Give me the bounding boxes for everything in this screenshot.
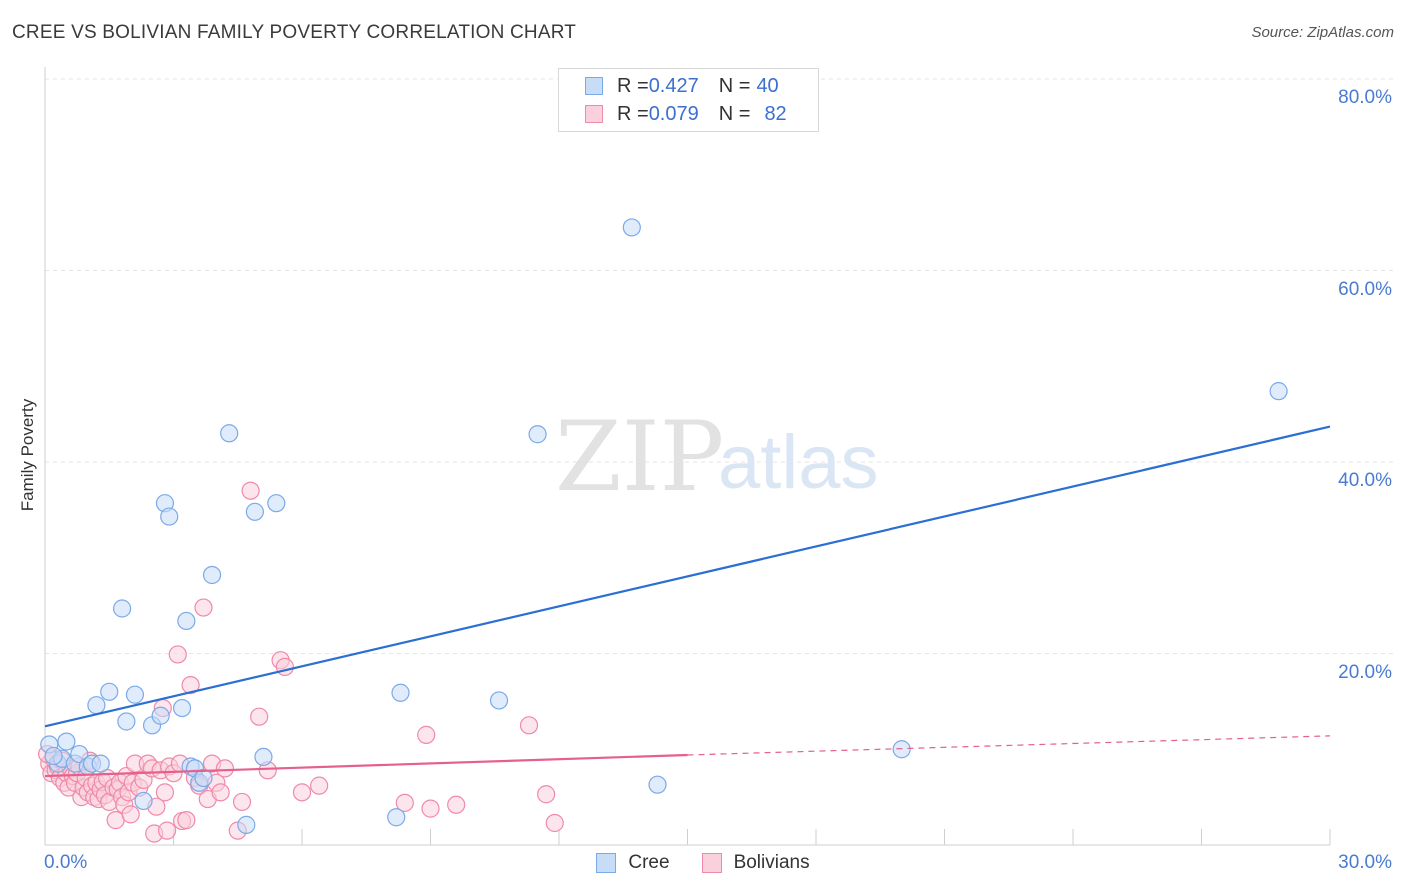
legend: Cree Bolivians: [0, 852, 1406, 874]
cree-n-value: 40: [756, 74, 779, 97]
cree-point: [489, 691, 509, 710]
bolivians-point: [417, 725, 436, 744]
y-tick-label: 80.0%: [1338, 87, 1392, 108]
cree-point: [100, 682, 119, 701]
bolivians-n-value: 82: [764, 102, 787, 125]
cree-point: [117, 712, 136, 731]
bolivians-point: [194, 598, 213, 617]
bolivians-point: [537, 785, 556, 804]
cree-point: [160, 507, 179, 526]
cree-point: [892, 740, 911, 759]
cree-point: [70, 744, 89, 764]
bolivians-point: [215, 759, 234, 778]
source-label: Source: ZipAtlas.com: [1251, 24, 1394, 41]
bolivians-point: [211, 783, 230, 802]
bolivians-point: [447, 795, 466, 814]
stats-row-cree: R = 0.427 N = 40: [585, 72, 779, 100]
cree-point: [44, 746, 63, 766]
bolivians-trend-extension: [687, 735, 1331, 756]
cree-points: [40, 218, 1288, 834]
cree-point: [622, 218, 641, 237]
watermark-atlas: atlas: [718, 420, 879, 505]
bolivians-point: [395, 793, 414, 812]
cree-swatch: [585, 77, 603, 95]
watermark: ZIP atlas: [555, 401, 879, 513]
cree-point: [202, 565, 222, 585]
bolivians-point: [275, 657, 294, 677]
bolivians-point: [157, 821, 177, 840]
x-tick-label-min: 0.0%: [44, 852, 88, 873]
bolivians-point: [155, 783, 175, 802]
chart-title: CREE VS BOLIVIAN FAMILY POVERTY CORRELAT…: [12, 22, 577, 43]
cree-point: [391, 683, 410, 702]
y-tick-label: 60.0%: [1338, 278, 1392, 300]
cree-point: [267, 494, 286, 513]
stats-box: R = 0.427 N = 40 R = 0.079 N = 82: [558, 68, 819, 132]
cree-point: [125, 685, 145, 704]
bolivians-point: [232, 792, 252, 812]
n-label: N =: [718, 74, 751, 97]
cree-point: [134, 791, 153, 811]
bolivians-point: [121, 805, 140, 824]
watermark-zip: ZIP: [555, 401, 724, 513]
legend-cree-swatch: [596, 853, 617, 873]
bolivians-point: [177, 811, 196, 830]
bolivians-point: [181, 675, 200, 695]
bolivians-point: [241, 481, 260, 500]
cree-point: [220, 424, 239, 443]
bolivians-r-value: 0.079: [648, 102, 699, 125]
cree-point: [648, 775, 667, 794]
y-tick-label: 40.0%: [1338, 470, 1392, 491]
y-tick-label: 20.0%: [1338, 661, 1392, 683]
n-label: N =: [718, 102, 751, 125]
legend-item-bolivians[interactable]: Bolivians: [701, 852, 810, 874]
bolivians-point: [421, 799, 440, 818]
stats-row-bolivians: R = 0.079 N = 82: [585, 100, 787, 128]
legend-cree-label: Cree: [628, 852, 670, 873]
cree-point: [194, 768, 213, 788]
cree-r-value: 0.427: [648, 74, 699, 97]
cree-point: [254, 747, 273, 767]
bolivians-point: [250, 707, 269, 726]
cree-point: [151, 706, 170, 725]
bolivians-point: [292, 783, 312, 802]
bolivians-trend-line: [44, 753, 688, 778]
r-label: R =: [617, 74, 649, 97]
grid: [45, 78, 1395, 654]
cree-point: [387, 808, 406, 827]
cree-point: [91, 754, 110, 773]
legend-bolivians-label: Bolivians: [733, 852, 810, 873]
legend-item-cree[interactable]: Cree: [596, 852, 670, 874]
trend-lines: [44, 425, 1331, 778]
r-label: R =: [617, 102, 649, 125]
cree-point: [87, 696, 106, 715]
legend-bolivians-swatch: [701, 853, 722, 873]
bolivians-swatch: [585, 105, 603, 123]
cree-point: [57, 732, 76, 751]
cree-point: [112, 599, 132, 618]
bolivians-point: [168, 645, 187, 664]
cree-point: [237, 815, 256, 834]
bolivians-point: [519, 716, 539, 735]
axes: [44, 67, 1331, 846]
cree-point: [245, 502, 264, 521]
bolivians-point: [545, 813, 564, 833]
cree-point: [528, 425, 547, 444]
cree-point: [172, 698, 192, 718]
bolivians-point: [310, 776, 329, 795]
cree-trend-line: [44, 425, 1331, 728]
bolivians-points: [38, 481, 564, 843]
x-tick-label-max: 30.0%: [1338, 852, 1392, 873]
cree-point: [177, 611, 196, 631]
cree-point: [1269, 382, 1288, 401]
